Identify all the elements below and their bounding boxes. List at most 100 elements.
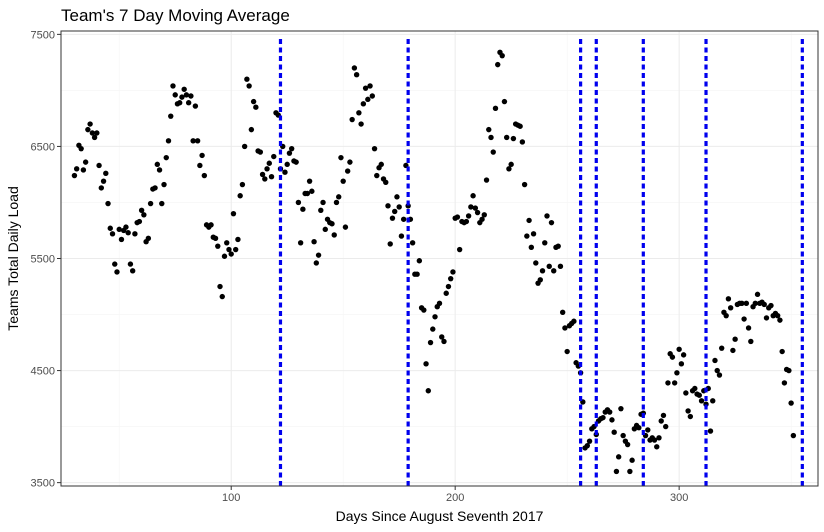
data-point bbox=[421, 307, 427, 313]
data-point bbox=[145, 235, 152, 242]
data-point bbox=[237, 193, 243, 199]
data-point bbox=[132, 231, 138, 237]
data-point bbox=[712, 357, 718, 364]
data-point bbox=[441, 338, 447, 345]
data-point bbox=[425, 388, 432, 394]
data-point bbox=[362, 85, 369, 91]
data-point bbox=[777, 317, 783, 323]
data-point bbox=[286, 150, 293, 156]
data-point bbox=[718, 345, 725, 351]
data-point bbox=[284, 161, 290, 168]
data-point bbox=[483, 177, 490, 183]
data-point bbox=[439, 334, 445, 340]
data-point bbox=[297, 240, 304, 246]
data-point bbox=[215, 243, 221, 249]
data-point bbox=[683, 390, 689, 396]
data-point bbox=[154, 161, 161, 168]
data-point bbox=[423, 361, 429, 367]
data-point bbox=[725, 296, 732, 302]
y-tick-label: 5500 bbox=[31, 254, 55, 266]
data-point bbox=[501, 98, 508, 105]
data-point bbox=[161, 181, 167, 188]
data-points bbox=[71, 49, 797, 475]
data-point bbox=[557, 263, 564, 270]
data-point bbox=[112, 261, 118, 267]
data-point bbox=[539, 268, 546, 274]
data-point bbox=[351, 65, 358, 71]
data-point bbox=[329, 221, 335, 227]
data-point bbox=[748, 338, 754, 345]
data-point bbox=[304, 190, 311, 197]
data-point bbox=[360, 101, 367, 107]
data-point bbox=[544, 213, 550, 219]
data-point bbox=[400, 216, 407, 222]
data-point bbox=[201, 172, 208, 179]
data-point bbox=[179, 94, 185, 100]
data-point bbox=[369, 93, 376, 99]
y-tick-label: 3500 bbox=[31, 478, 55, 490]
data-point bbox=[185, 100, 192, 106]
data-point bbox=[141, 212, 147, 218]
data-point bbox=[94, 130, 100, 136]
data-point bbox=[490, 149, 496, 155]
data-point bbox=[253, 104, 259, 110]
data-point bbox=[443, 290, 449, 296]
data-point bbox=[671, 380, 678, 386]
data-point bbox=[82, 159, 89, 165]
data-point bbox=[488, 134, 494, 141]
data-point bbox=[663, 423, 669, 430]
data-point bbox=[208, 222, 214, 228]
data-point bbox=[367, 83, 373, 89]
y-tick-label: 4500 bbox=[31, 366, 55, 378]
data-point bbox=[306, 178, 313, 184]
data-point bbox=[506, 166, 512, 172]
data-point bbox=[665, 380, 671, 386]
data-point bbox=[600, 414, 606, 421]
data-point bbox=[226, 246, 232, 253]
data-point bbox=[521, 181, 528, 188]
data-point bbox=[264, 166, 270, 172]
data-point bbox=[414, 271, 420, 277]
data-point bbox=[398, 233, 405, 239]
data-point bbox=[468, 204, 474, 210]
data-point bbox=[739, 300, 745, 307]
x-tick-label: 200 bbox=[446, 492, 464, 504]
data-point bbox=[322, 226, 328, 233]
data-point bbox=[584, 442, 591, 449]
data-point bbox=[427, 339, 434, 346]
data-point bbox=[331, 232, 337, 238]
data-point bbox=[78, 145, 84, 152]
data-point bbox=[199, 152, 205, 159]
data-point bbox=[288, 145, 295, 152]
data-point bbox=[311, 238, 317, 245]
data-point bbox=[396, 204, 402, 210]
data-point bbox=[98, 185, 105, 191]
data-point bbox=[586, 438, 593, 444]
data-point bbox=[239, 181, 246, 188]
x-tick-label: 300 bbox=[670, 492, 688, 504]
data-point bbox=[676, 346, 682, 352]
data-point bbox=[358, 121, 364, 127]
data-point bbox=[409, 240, 416, 246]
data-point bbox=[241, 143, 248, 150]
data-point bbox=[710, 398, 716, 404]
data-point bbox=[609, 417, 615, 423]
data-point bbox=[212, 235, 219, 242]
data-point bbox=[103, 170, 109, 177]
data-point bbox=[91, 134, 98, 141]
data-point bbox=[378, 161, 384, 168]
data-point bbox=[266, 160, 272, 166]
data-point bbox=[781, 380, 788, 386]
data-point bbox=[611, 429, 617, 435]
data-point bbox=[309, 188, 315, 194]
data-point bbox=[481, 212, 487, 218]
data-point bbox=[548, 219, 555, 226]
data-point bbox=[374, 172, 380, 179]
data-point bbox=[125, 230, 131, 236]
data-point bbox=[127, 261, 134, 267]
data-point bbox=[463, 218, 470, 225]
data-point bbox=[562, 325, 568, 331]
data-point bbox=[248, 126, 255, 133]
data-point bbox=[741, 316, 747, 322]
